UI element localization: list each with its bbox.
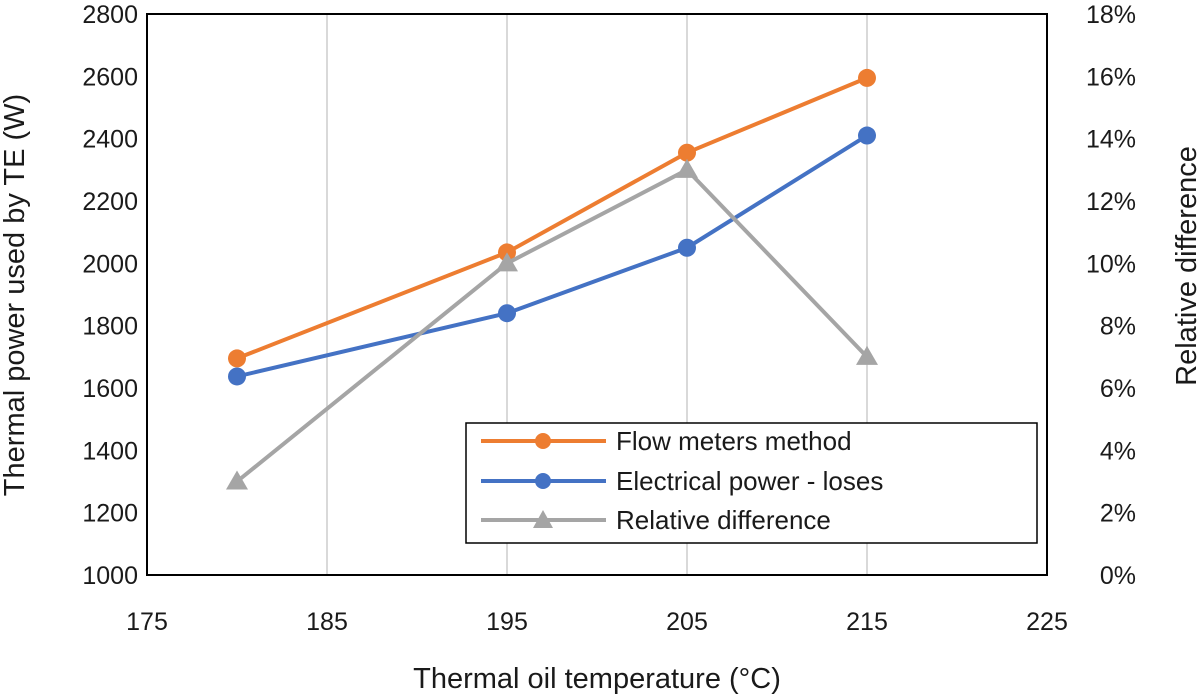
series-point-2: [226, 470, 248, 490]
legend-marker-relative-difference: [533, 510, 553, 528]
series-layer: [226, 68, 878, 490]
x-tick-label: 195: [486, 608, 528, 636]
tick-labels: 175 185 195 205 215 225 1000 1200 1400 1600 1800 20…: [82, 1, 1136, 636]
y2-tick-label: 10%: [1086, 250, 1136, 278]
y-tick-label: 1000: [82, 562, 138, 590]
y2-tick-label: 8%: [1100, 313, 1136, 341]
x-tick-label: 215: [846, 608, 888, 636]
series-line-1: [236, 133, 869, 379]
series-point-2: [676, 158, 698, 178]
legend-marker-flow-meters: [535, 433, 551, 449]
legend-label-relative-difference: Relative difference: [616, 505, 831, 535]
series-point-1: [228, 367, 246, 386]
series-point-2: [496, 252, 518, 272]
y-tick-label: 2000: [82, 250, 138, 278]
series-point-2: [856, 345, 878, 365]
y2-tick-label: 18%: [1086, 1, 1136, 29]
legend: Flow meters method Electrical power - lo…: [465, 422, 1038, 544]
y2-axis-title: Relative difference: [1171, 146, 1200, 386]
y2-tick-label: 16%: [1086, 63, 1136, 91]
y-axis-title: Thermal power used by TE (W): [0, 94, 31, 496]
legend-label-electrical-power: Electrical power - loses: [616, 466, 883, 496]
series-point-0: [678, 143, 696, 162]
y-tick-label: 1800: [82, 313, 138, 341]
x-tick-label: 225: [1026, 608, 1068, 636]
series-point-0: [858, 68, 876, 87]
y-tick-label: 1600: [82, 375, 138, 403]
y2-tick-label: 2%: [1100, 500, 1136, 528]
y-tick-label: 1400: [82, 437, 138, 465]
y-tick-label: 2400: [82, 126, 138, 154]
y-tick-label: 1200: [82, 500, 138, 528]
series-point-1: [858, 126, 876, 145]
plot-frame: [146, 13, 1048, 576]
series-point-0: [228, 349, 246, 368]
x-tick-label: 205: [666, 608, 708, 636]
x-tick-label: 175: [126, 608, 168, 636]
x-axis-title: Thermal oil temperature (°C): [413, 663, 781, 695]
y2-tick-label: 0%: [1100, 562, 1136, 590]
y2-tick-label: 14%: [1086, 126, 1136, 154]
y-tick-label: 2800: [82, 1, 138, 29]
x-tick-label: 185: [306, 608, 348, 636]
y2-tick-label: 6%: [1100, 375, 1136, 403]
y2-tick-label: 4%: [1100, 437, 1136, 465]
series-line-0: [236, 76, 868, 361]
legend-entry-flow-meters: Flow meters method: [481, 426, 852, 456]
legend-label-flow-meters: Flow meters method: [616, 426, 852, 456]
y2-tick-label: 12%: [1086, 188, 1136, 216]
y-tick-label: 2600: [82, 63, 138, 91]
series-point-1: [678, 238, 696, 257]
legend-marker-electrical-power: [535, 473, 551, 489]
y-tick-label: 2200: [82, 188, 138, 216]
legend-entry-relative-difference: Relative difference: [481, 505, 831, 535]
legend-entry-electrical-power: Electrical power - loses: [481, 466, 883, 496]
series-line-2: [235, 167, 869, 484]
series-point-1: [498, 304, 516, 323]
